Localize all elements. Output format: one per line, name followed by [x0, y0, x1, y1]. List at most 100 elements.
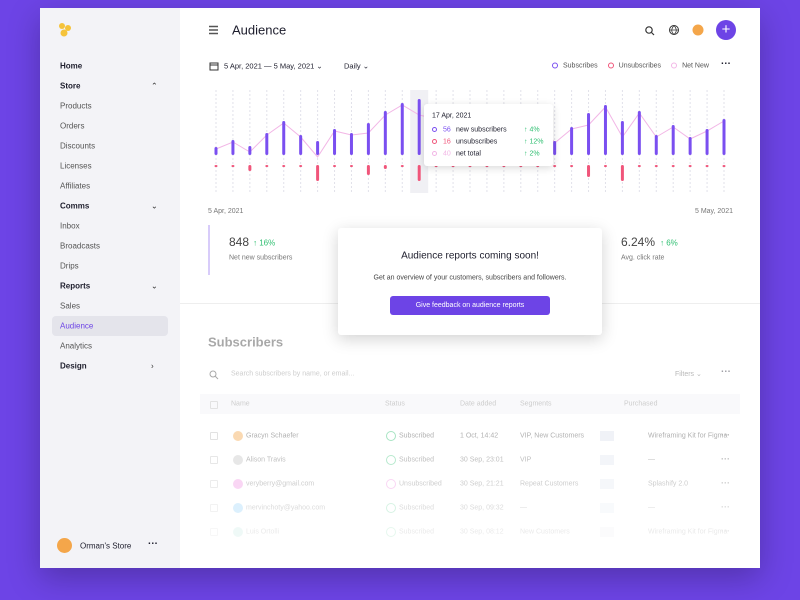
- nav-item[interactable]: Home: [60, 61, 83, 71]
- granularity[interactable]: Daily ⌄: [344, 61, 370, 71]
- menu-icon[interactable]: [208, 25, 220, 35]
- nav-item-active[interactable]: Audience: [60, 321, 94, 331]
- more-button[interactable]: ···: [721, 58, 731, 70]
- more-button[interactable]: ···: [721, 366, 731, 378]
- filters-button[interactable]: Filters ⌄: [675, 371, 702, 378]
- cell: veryberry@gmail.com: [246, 480, 315, 488]
- nav-item[interactable]: Discounts: [60, 141, 96, 151]
- chevron-up[interactable]: ⌃: [151, 81, 158, 91]
- more-button: ···: [721, 430, 730, 440]
- feedback-button[interactable]: Give feedback on audience reports: [390, 296, 550, 315]
- nav-item[interactable]: Products: [60, 101, 92, 111]
- table-header: [200, 394, 740, 414]
- cell: Wireframing Kit for Figma: [648, 432, 728, 440]
- subscribe-bar: [383, 111, 387, 155]
- column-header: Date added: [460, 400, 497, 408]
- subscribe-bar: [316, 141, 320, 155]
- nav-item[interactable]: Sales: [60, 301, 81, 311]
- checkbox: [210, 528, 218, 536]
- subscribe-bar: [671, 125, 675, 155]
- subscribe-bar: [417, 99, 421, 155]
- legend-item: Subscribes: [552, 63, 598, 70]
- tooltip: 17 Apr, 2021 56 new subscribers ↑ 4% 16 unsu…: [424, 104, 553, 166]
- search-icon: [209, 370, 219, 380]
- unsubscribe-bar: [366, 165, 370, 175]
- nav-item[interactable]: Analytics: [60, 341, 93, 351]
- subscribe-bar: [333, 129, 337, 155]
- cell: 30 Sep, 21:21: [460, 480, 504, 488]
- date-range[interactable]: 5 Apr, 2021 — 5 May, 2021 ⌄: [224, 61, 323, 71]
- unsubscribe-bar: [383, 165, 387, 169]
- app-window: Home Store ⌃ Products Orders Discounts Li…: [40, 8, 760, 568]
- cell: VIP: [520, 456, 532, 464]
- nav-section[interactable]: Design: [60, 361, 87, 371]
- granularity-text[interactable]: Daily: [344, 61, 361, 71]
- subscribe-bar: [265, 133, 269, 155]
- modal-text: Get an overview of your customers, subsc…: [373, 274, 567, 282]
- legend-label: Subscribes: [563, 62, 598, 70]
- product-thumb: [600, 455, 614, 465]
- cell: VIP, New Customers: [520, 432, 585, 440]
- tooltip-swatch: [432, 139, 437, 144]
- nav-section[interactable]: Store: [60, 81, 81, 91]
- unsubscribe-bar: [603, 165, 607, 167]
- modal-title: Audience reports coming soon!: [401, 250, 539, 262]
- chevron-down[interactable]: ⌄: [151, 201, 158, 211]
- status-icon: [386, 431, 396, 441]
- modal: Audience reports coming soon! Get an ove…: [338, 228, 602, 335]
- legend-item: Unsubscribes: [607, 62, 662, 70]
- column-header: Name: [231, 400, 250, 408]
- more-button[interactable]: ···: [148, 538, 158, 550]
- search-input[interactable]: Search subscribers by name, or email...: [231, 370, 355, 378]
- tooltip-value: 56: [443, 126, 451, 134]
- subscribe-bar: [214, 147, 218, 155]
- chevron-right[interactable]: ›: [151, 361, 154, 371]
- unsubscribe-bar: [671, 165, 675, 167]
- unsubscribe-bar: [620, 165, 624, 181]
- tooltip-value: 16: [443, 138, 451, 146]
- calendar-icon[interactable]: [209, 61, 219, 71]
- status-icon: [386, 455, 396, 465]
- subscribe-bar: [603, 105, 607, 155]
- tooltip-change-text: 4%: [529, 126, 540, 134]
- unsubscribe-bar: [417, 165, 421, 181]
- cell: —: [520, 504, 527, 512]
- unsubscribe-bar: [214, 165, 218, 167]
- nav-item[interactable]: Orders: [60, 121, 85, 131]
- store-name[interactable]: Orman's Store: [80, 541, 132, 551]
- nav-item[interactable]: Inbox: [60, 221, 80, 231]
- legend-swatch: [671, 62, 678, 69]
- nav-item[interactable]: Licenses: [60, 161, 92, 171]
- add-button[interactable]: +: [716, 20, 736, 40]
- subscribe-bar: [553, 141, 557, 155]
- nav-item[interactable]: Broadcasts: [60, 241, 101, 251]
- cell: 30 Sep, 08:12: [460, 528, 504, 536]
- cell: Unsubscribed: [399, 480, 442, 488]
- nav-item[interactable]: Affiliates: [60, 181, 91, 191]
- status-icon: [386, 503, 396, 513]
- tooltip-value: 40: [443, 150, 451, 158]
- legend-swatch: [607, 62, 614, 69]
- nav-item[interactable]: Drips: [60, 261, 79, 271]
- unsubscribe-bar: [299, 165, 303, 167]
- cell: Subscribed: [399, 432, 435, 440]
- tooltip-date: 17 Apr, 2021: [432, 112, 472, 120]
- unsubscribe-bar: [553, 165, 557, 167]
- stat-border: [208, 225, 210, 275]
- subscribe-bar: [705, 129, 709, 155]
- nav-section[interactable]: Reports: [60, 281, 91, 291]
- subscribe-bar: [248, 146, 252, 155]
- cell: 30 Sep, 23:01: [460, 456, 504, 464]
- cell: Subscribed: [399, 456, 435, 464]
- unsubscribe-bar: [637, 165, 641, 167]
- date-range-text[interactable]: 5 Apr, 2021 — 5 May, 2021: [224, 61, 315, 71]
- unsubscribe-bar: [722, 165, 726, 167]
- unsubscribe-bar: [349, 165, 353, 167]
- cell: Gracyn Schaefer: [246, 432, 299, 440]
- legend-label: Unsubscribes: [618, 62, 662, 70]
- product-thumb: [600, 527, 614, 537]
- chevron-down[interactable]: ⌄: [151, 281, 158, 291]
- filters-text[interactable]: Filters: [675, 371, 695, 378]
- nav-section[interactable]: Comms: [60, 201, 90, 211]
